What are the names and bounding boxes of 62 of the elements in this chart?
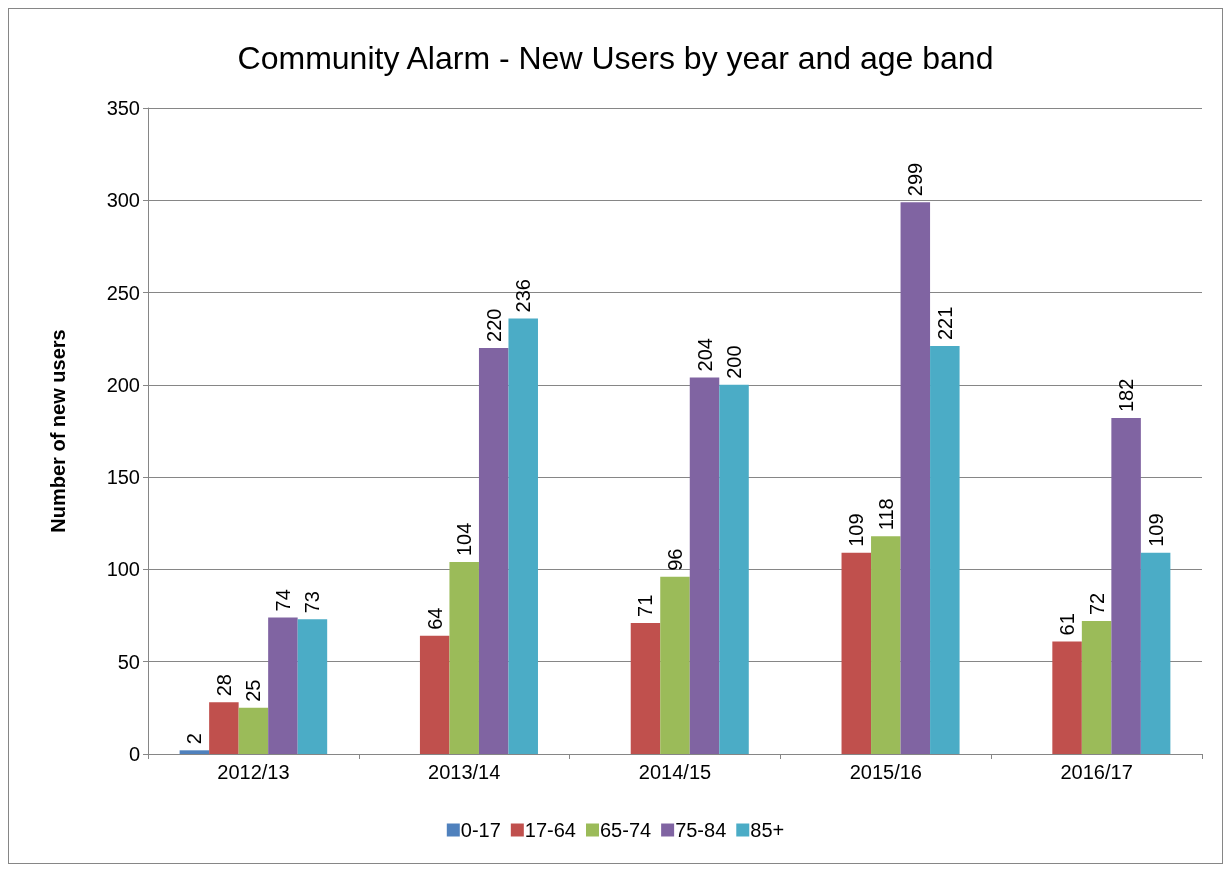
- data-label: 204: [693, 338, 716, 372]
- data-label: 74: [271, 589, 294, 612]
- legend-label: 75-84: [675, 819, 727, 841]
- bar: [630, 622, 661, 754]
- legend-label: 85+: [750, 819, 785, 841]
- legend-label: 17-64: [524, 819, 576, 841]
- y-tick-label: 100: [106, 558, 140, 581]
- x-tick-label: 2014/15: [638, 761, 712, 783]
- y-tick-label: 300: [106, 189, 140, 212]
- y-tick-label: 50: [117, 650, 140, 673]
- y-tick-label: 200: [106, 373, 140, 396]
- bar: [449, 562, 479, 754]
- bar: [930, 346, 960, 754]
- data-label: 73: [301, 591, 324, 614]
- data-label: 104: [453, 522, 476, 557]
- data-label: 118: [874, 498, 897, 531]
- data-label: 236: [512, 279, 535, 313]
- chart-title: Community Alarm - New Users by year and age band: [237, 40, 994, 76]
- legend-label: 65-74: [599, 819, 652, 841]
- x-tick-label: 2013/14: [428, 761, 501, 783]
- bar: [719, 384, 749, 754]
- data-label: 28: [212, 674, 235, 697]
- data-label: 25: [242, 679, 265, 702]
- data-label: 182: [1115, 378, 1138, 413]
- y-tick-label: 150: [106, 466, 140, 489]
- data-label: 96: [664, 548, 686, 571]
- bar: [268, 617, 298, 754]
- data-label: 220: [482, 308, 505, 342]
- bar: [689, 377, 720, 754]
- bar: [871, 536, 901, 754]
- data-label: 64: [423, 607, 446, 630]
- bar: [478, 347, 509, 754]
- bar: [508, 318, 538, 754]
- data-label: 221: [933, 306, 956, 341]
- y-tick-label: 250: [106, 281, 140, 304]
- x-tick-label: 2015/16: [849, 761, 922, 783]
- x-tick-label: 2012/13: [217, 761, 290, 783]
- data-label: 2: [183, 733, 206, 745]
- bar: [1052, 641, 1082, 754]
- x-tick-label: 2016/17: [1060, 761, 1133, 783]
- y-tick-label: 0: [128, 743, 140, 765]
- data-label: 299: [904, 162, 927, 197]
- data-label: 200: [723, 345, 746, 379]
- data-label: 109: [1144, 513, 1167, 547]
- bar: [209, 702, 239, 754]
- data-label: 109: [845, 513, 868, 547]
- bar: [419, 635, 450, 754]
- bar: [238, 707, 269, 754]
- bar: [297, 619, 328, 754]
- bar: [841, 552, 872, 754]
- bar: [179, 750, 210, 754]
- bar: [660, 576, 690, 754]
- y-axis-title: Number of new users: [47, 329, 69, 533]
- bar: [1081, 621, 1112, 754]
- bar: [1111, 418, 1141, 754]
- legend-label: 0-17: [460, 819, 501, 841]
- data-label: 61: [1056, 613, 1079, 636]
- data-label: 72: [1085, 592, 1108, 616]
- bar: [1140, 552, 1171, 754]
- data-label: 71: [634, 594, 657, 617]
- y-tick-label: 350: [106, 97, 140, 119]
- bar: [900, 202, 931, 754]
